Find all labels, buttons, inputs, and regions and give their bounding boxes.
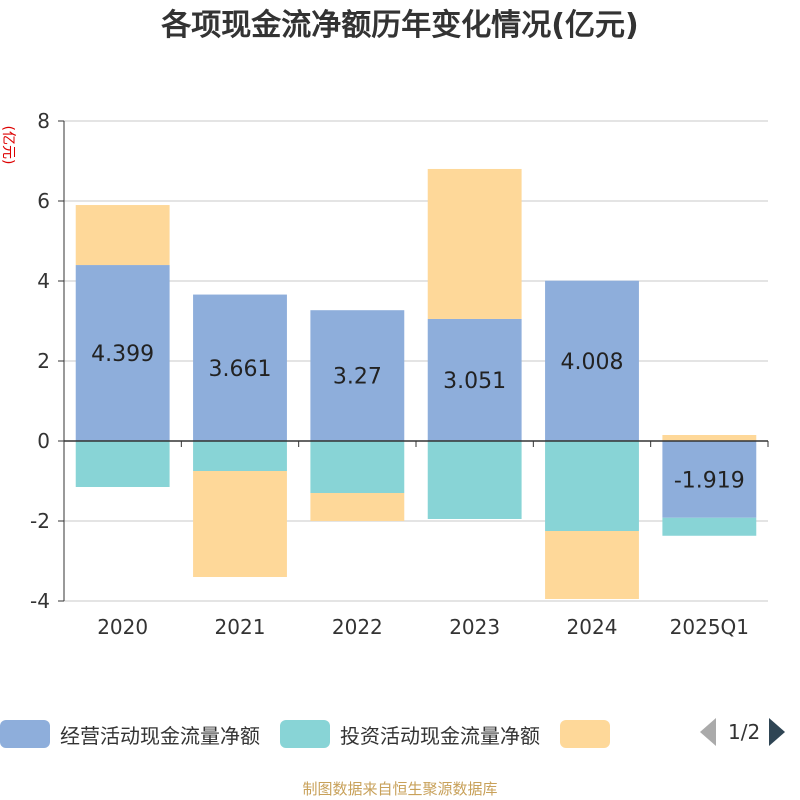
bar-segment xyxy=(75,205,170,266)
legend-label-operating: 经营活动现金流量净额 xyxy=(60,723,260,748)
bar-segment xyxy=(75,441,170,487)
x-tick-label: 2023 xyxy=(449,615,500,639)
x-tick-label: 2024 xyxy=(567,615,618,639)
bar-segment xyxy=(662,435,757,441)
legend-item-third[interactable] xyxy=(560,720,620,748)
bars xyxy=(75,168,757,599)
data-label: 4.399 xyxy=(91,342,154,367)
y-tick-label: 6 xyxy=(37,189,50,213)
y-tick-label: 4 xyxy=(37,269,50,293)
y-tick-label: 2 xyxy=(37,349,50,373)
legend-label-investing: 投资活动现金流量净额 xyxy=(340,723,540,748)
bar-segment xyxy=(75,265,170,441)
bar-segment xyxy=(193,471,287,577)
legend-next-page-icon[interactable] xyxy=(769,718,786,746)
y-axis-label: (亿元) xyxy=(0,126,16,165)
data-label: 3.27 xyxy=(333,365,382,390)
bar-segment xyxy=(427,441,522,519)
data-label: -1.919 xyxy=(674,468,745,493)
legend-swatch-operating xyxy=(0,720,50,748)
data-label: 3.051 xyxy=(443,369,506,394)
bar-segment xyxy=(662,441,757,518)
bar-segment xyxy=(310,310,405,441)
bar-segment xyxy=(310,493,405,521)
chart-title: 各项现金流净额历年变化情况(亿元) xyxy=(160,8,638,43)
bar-segment xyxy=(545,441,639,531)
legend: 经营活动现金流量净额 投资活动现金流量净额 1/2 xyxy=(0,716,800,752)
y-tick-label: -2 xyxy=(30,509,50,533)
legend-page-indicator: 1/2 xyxy=(728,720,761,744)
legend-item-investing[interactable]: 投资活动现金流量净额 xyxy=(280,720,540,749)
bar-segment xyxy=(310,441,405,493)
legend-item-operating[interactable]: 经营活动现金流量净额 xyxy=(0,720,260,749)
bar-segment xyxy=(662,517,757,536)
y-tick-label: 0 xyxy=(37,429,50,453)
bar-segment xyxy=(193,294,287,441)
x-tick-label: 2022 xyxy=(332,615,383,639)
data-label: 4.008 xyxy=(561,350,624,375)
data-labels: 4.399 3.661 3.27 3.051 4.008 -1.919 xyxy=(91,342,745,493)
bar-segment xyxy=(427,318,522,441)
x-tick-label: 2020 xyxy=(97,615,148,639)
x-tick-label: 2021 xyxy=(215,615,266,639)
legend-swatch-investing xyxy=(280,720,330,748)
data-label: 3.661 xyxy=(209,357,272,382)
bar-segment xyxy=(545,531,639,599)
axes: -4 -2 0 2 4 6 8 2020 2021 2022 2023 2024 2025Q1 xyxy=(30,109,769,639)
legend-swatch-third xyxy=(560,720,610,748)
bar-segment xyxy=(193,441,287,471)
y-tick-label: -4 xyxy=(30,589,50,613)
y-tick-label: 8 xyxy=(37,109,50,133)
x-tick-label: 2025Q1 xyxy=(670,615,749,639)
legend-prev-page-icon[interactable] xyxy=(700,718,716,746)
bar-segment xyxy=(427,168,522,319)
grid-lines xyxy=(64,120,768,602)
bar-segment xyxy=(545,280,639,441)
legend-pager: 1/2 xyxy=(700,718,786,746)
data-source-note: 制图数据来自恒生聚源数据库 xyxy=(302,780,498,798)
